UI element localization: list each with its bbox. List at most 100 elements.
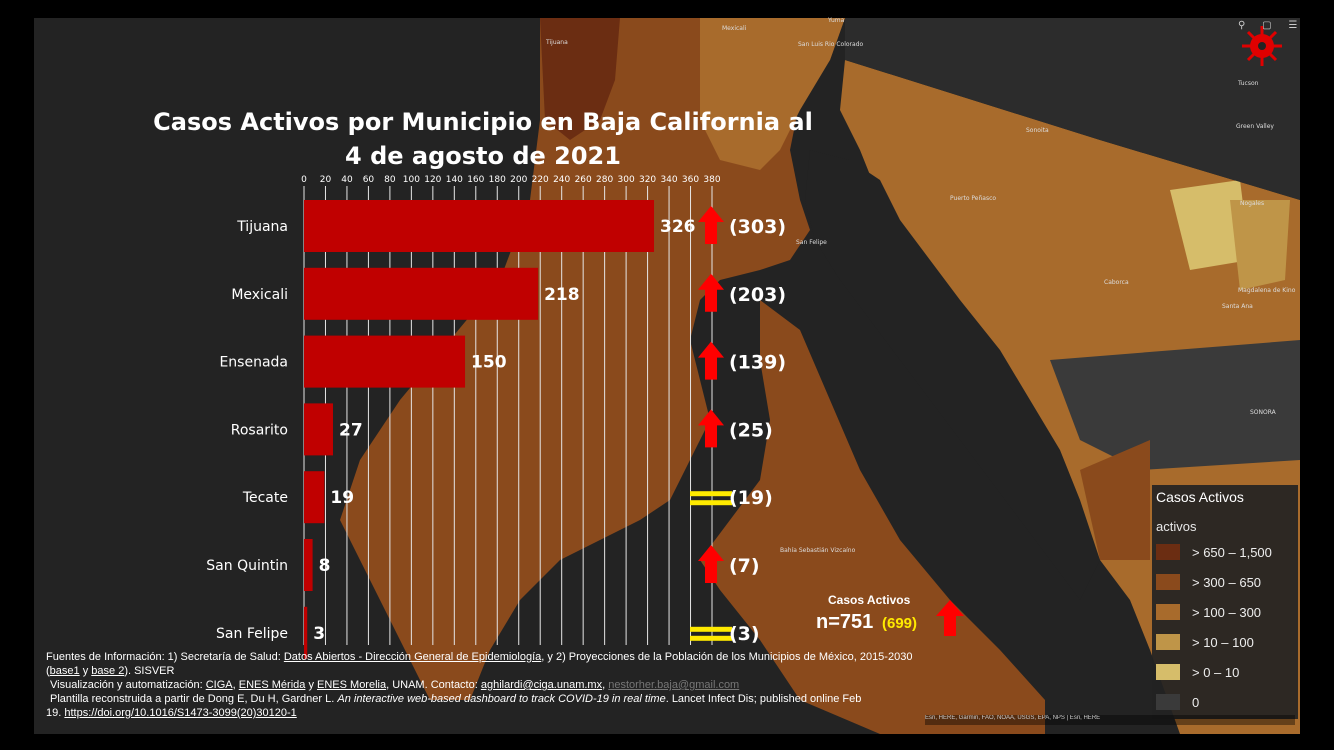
footer-italic: An interactive web-based dashboard to tr…	[337, 693, 666, 705]
region-sonora-dark	[1050, 340, 1300, 470]
email-link[interactable]: aghilardi@ciga.unam.mx	[480, 679, 603, 691]
bar-mexicali	[304, 267, 539, 320]
category-label: Rosarito	[231, 422, 288, 438]
footer-line-2: (base1 y base 2). SISVER	[46, 664, 1026, 678]
category-label: Ensenada	[219, 355, 288, 371]
x-tick-label: 100	[403, 175, 420, 185]
bar-tijuana	[304, 200, 655, 252]
legend-item: 0	[1156, 691, 1199, 713]
footer-text: y	[79, 665, 92, 677]
map-label: Puerto Peñasco	[950, 195, 996, 202]
category-label: San Quintin	[206, 558, 288, 574]
x-tick-label: 140	[446, 175, 463, 185]
map-land	[340, 18, 1300, 734]
legend-swatch	[1156, 664, 1180, 680]
footer-text: ,	[602, 679, 609, 691]
up-arrow-icon	[698, 273, 724, 312]
footer-text: ). SISVER	[124, 665, 175, 677]
up-arrow-icon	[698, 409, 724, 448]
map-label: Caborca	[1104, 279, 1129, 286]
x-tick-label: 200	[510, 175, 527, 185]
map-label: Tucson	[1237, 80, 1259, 87]
map-toolbar: ⚲ ▢ ☰	[1238, 20, 1297, 31]
map-label: Magdalena de Kino	[1238, 287, 1296, 294]
datos-abiertos-link[interactable]: Datos Abiertos - Dirección General de Ep…	[283, 651, 542, 663]
footer-text: . Lancet Infect Dis; published online Fe…	[665, 693, 862, 705]
legend-swatch	[1156, 634, 1180, 650]
footer-text: Fuentes de Información: 1) Secretaría de…	[46, 651, 284, 663]
x-tick-label: 380	[703, 175, 720, 185]
region-tijuana	[540, 18, 620, 140]
x-tick-label: 180	[489, 175, 506, 185]
legend-title: Casos Activos	[1156, 489, 1244, 505]
ciga-link[interactable]: CIGA	[205, 679, 233, 691]
map-label: SONORA	[1250, 409, 1277, 416]
region-sonora-light	[1170, 180, 1250, 270]
region-baja-north	[340, 18, 845, 700]
category-label: San Felipe	[216, 626, 288, 642]
footer-text: y	[305, 679, 318, 691]
legend-label: > 300 – 650	[1192, 574, 1262, 590]
category-label: Tijuana	[236, 219, 288, 235]
x-tick-label: 280	[596, 175, 613, 185]
footer-text: Plantilla reconstruida a partir de Dong …	[50, 693, 338, 705]
trend-markers	[690, 206, 732, 641]
search-icon[interactable]: ⚲	[1238, 20, 1246, 31]
map-label: Santa Ana	[1222, 303, 1253, 310]
gridlines	[303, 186, 713, 645]
legend-swatch	[1156, 574, 1180, 590]
total-label: Casos Activos	[828, 593, 911, 607]
x-tick-label: 120	[424, 175, 441, 185]
layers-icon[interactable]: ▢	[1262, 20, 1272, 31]
x-axis-ticks: 0 20 40 60 80 100 120 140 160 180 200 220 240 260 280 3…	[301, 175, 721, 185]
base1-link[interactable]: base1	[49, 665, 80, 677]
legend-swatch	[1156, 544, 1180, 560]
region-baja-sur	[700, 300, 1045, 734]
enes-merida-link[interactable]: ENES Mérida	[238, 679, 306, 691]
map-attribution: Esri, HERE, Garmin, FAO, NOAA, USGS, EPA…	[925, 715, 1295, 725]
legend-subtitle: activos	[1156, 519, 1197, 534]
bar-tecate	[304, 471, 325, 524]
value-label: 326	[660, 217, 696, 237]
value-label: 27	[339, 420, 363, 440]
chart-title-line-1: Casos Activos por Municipio en Baja Cali…	[153, 108, 813, 136]
legend-label: > 0 – 10	[1192, 664, 1240, 680]
previous-value-label: (203)	[729, 284, 786, 306]
total-previous: (699)	[882, 615, 918, 632]
x-tick-label: 60	[363, 175, 375, 185]
enes-morelia-link[interactable]: ENES Morelia	[317, 679, 387, 691]
map-label: San Luis Rio Colorado	[798, 41, 864, 48]
previous-value-label: (7)	[729, 555, 760, 577]
x-tick-label: 80	[384, 175, 396, 185]
region-sonora-south	[1080, 440, 1150, 560]
total-value: n=751	[816, 611, 874, 633]
legend-label: > 10 – 100	[1192, 634, 1254, 650]
base2-link[interactable]: base 2	[91, 665, 125, 677]
bar-ensenada	[304, 335, 466, 388]
footer-line-5: 19. https://doi.org/10.1016/S1473-3099(2…	[46, 706, 1026, 720]
map-label: Mexicali	[722, 25, 747, 32]
list-icon[interactable]: ☰	[1288, 20, 1298, 31]
previous-value-label: (303)	[729, 216, 786, 238]
legend-item: > 10 – 100	[1156, 631, 1254, 653]
previous-value-label: (139)	[729, 352, 786, 374]
bar-san-quintin	[304, 539, 313, 591]
bar-rosarito	[304, 403, 333, 456]
x-tick-label: 260	[575, 175, 592, 185]
x-tick-label: 340	[660, 175, 677, 185]
x-tick-label: 160	[467, 175, 484, 185]
x-tick-label: 20	[320, 175, 332, 185]
email-link-2[interactable]: nestorher.baja@gmail.com	[608, 679, 740, 691]
previous-value-label: (3)	[729, 623, 760, 645]
legend-label: > 650 – 1,500	[1192, 544, 1272, 560]
up-arrow-icon	[698, 206, 724, 244]
category-label: Mexicali	[231, 287, 288, 303]
region-arizona	[845, 18, 1300, 200]
doi-link[interactable]: https://doi.org/10.1016/S1473-3099(20)30…	[64, 707, 297, 719]
map-label: Sonoita	[1026, 127, 1049, 134]
total-up-arrow-icon	[936, 600, 964, 636]
footer-text: (	[46, 665, 50, 677]
gulf-of-california	[805, 150, 1100, 600]
